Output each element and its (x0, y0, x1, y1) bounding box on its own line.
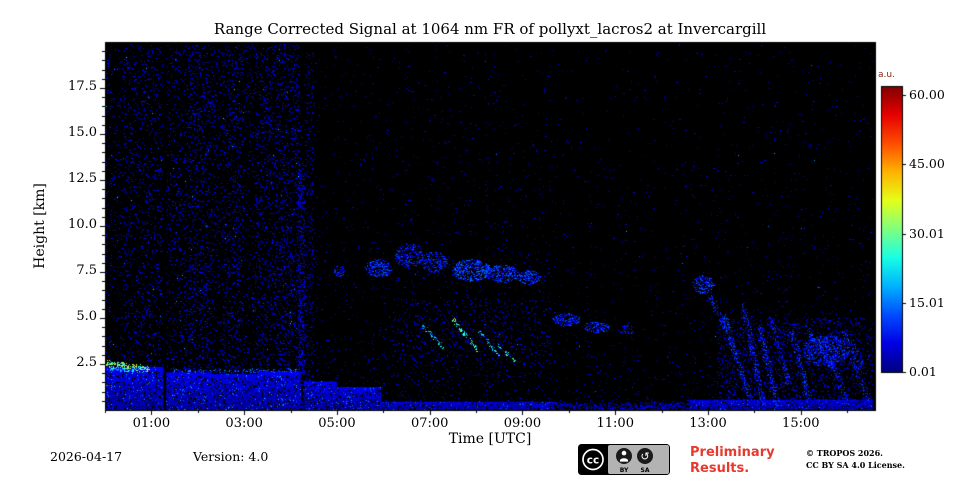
cc-icon (582, 448, 604, 471)
measurement-date: 2026-04-17 (50, 449, 123, 464)
chart-title: Range Corrected Signal at 1064 nm FR of … (213, 20, 767, 38)
sa-label: SA (641, 467, 650, 474)
cc-by-sa-badge-graphic: cc ↺ BY SA (578, 444, 670, 475)
copyright-line-2: CC BY SA 4.0 License. (806, 459, 905, 470)
copyright-note: © TROPOS 2026. CC BY SA 4.0 License. (806, 448, 905, 471)
cc-icon-letters: cc (587, 454, 599, 466)
by-label: BY (620, 467, 629, 474)
version-label: Version: 4.0 (193, 449, 269, 464)
copyright-line-1: © TROPOS 2026. (806, 448, 883, 458)
sa-icon (637, 448, 653, 464)
preliminary-line-2: Results. (690, 460, 750, 476)
y-axis-label: Height [km] (32, 183, 48, 269)
preliminary-results-note: Preliminary Results. (690, 445, 775, 476)
colorbar-unit-label: a.u. (878, 70, 895, 80)
by-icon (616, 448, 632, 464)
sa-icon-arrow: ↺ (640, 450, 649, 463)
cc-by-sa-badge: cc ↺ BY SA (578, 444, 670, 475)
preliminary-line-1: Preliminary (690, 445, 775, 460)
by-icon-head (621, 450, 627, 456)
by-icon-body (619, 458, 629, 462)
x-axis-label: Time [UTC] (448, 431, 532, 447)
